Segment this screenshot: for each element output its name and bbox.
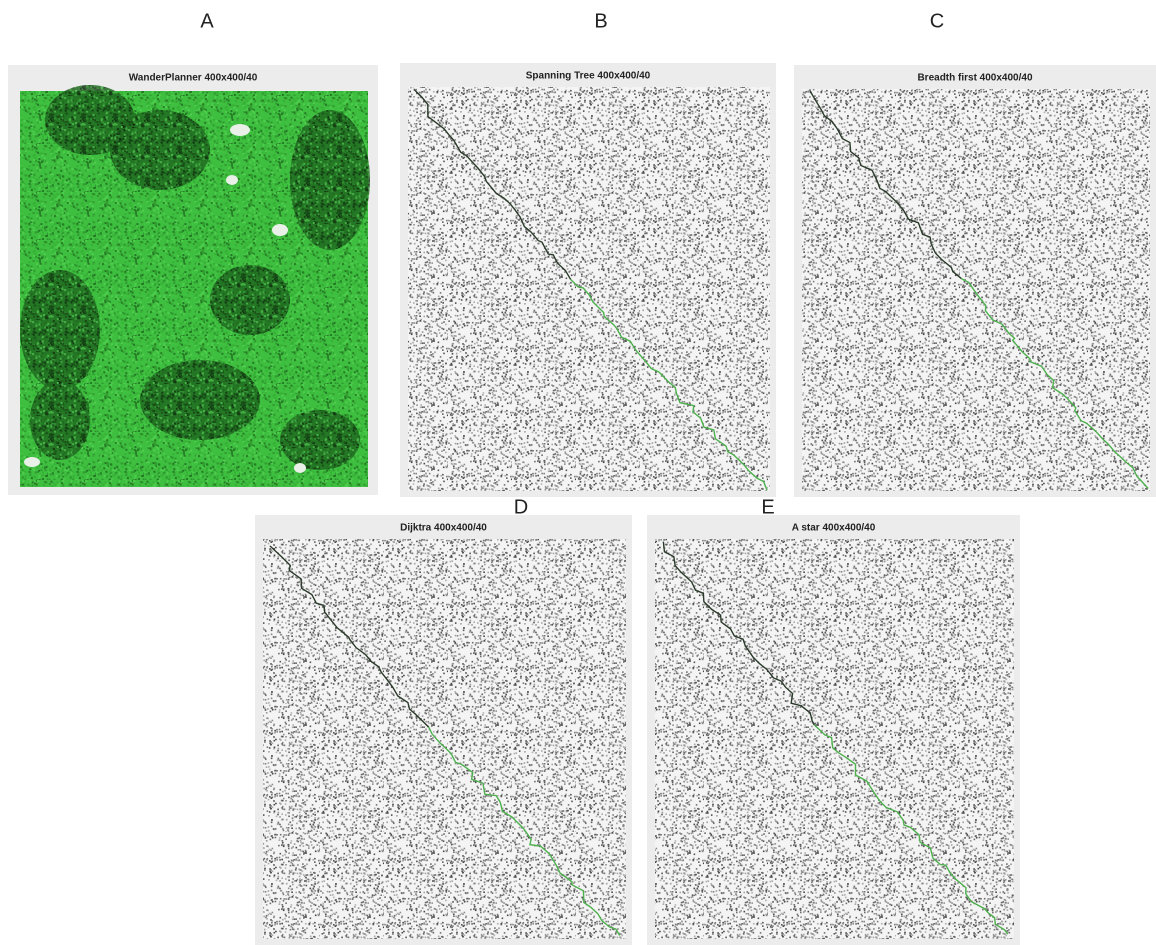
- map-image: [263, 539, 626, 939]
- clear-spot: [24, 457, 40, 467]
- panel: Spanning Tree 400x400/40: [400, 63, 776, 497]
- dense-area: [30, 380, 90, 460]
- panel: A star 400x400/40: [647, 515, 1020, 945]
- clear-spot: [294, 463, 306, 473]
- clear-spot: [226, 175, 238, 185]
- dense-area: [20, 270, 100, 390]
- window-title: A star 400x400/40: [792, 523, 876, 534]
- panel-letter: A: [200, 10, 214, 32]
- window-title: Spanning Tree 400x400/40: [526, 71, 651, 82]
- panel-letter: C: [930, 10, 944, 32]
- window-title: Breadth first 400x400/40: [917, 73, 1033, 84]
- panel-letter: B: [594, 10, 607, 32]
- panel: Breadth first 400x400/40: [794, 65, 1156, 497]
- window-title: WanderPlanner 400x400/40: [129, 73, 258, 84]
- dense-area: [210, 265, 290, 335]
- page: A WanderPlanner 400x400/40 B Spanning Tree …: [0, 0, 1156, 945]
- panel-letter: D: [514, 496, 528, 518]
- clear-spot: [230, 124, 250, 136]
- dense-area: [140, 360, 260, 440]
- panel: Dijktra 400x400/40: [255, 515, 632, 945]
- window-title: Dijktra 400x400/40: [400, 523, 487, 534]
- map-image: [408, 87, 770, 491]
- map-image: [655, 539, 1014, 939]
- dense-area: [280, 410, 360, 470]
- dense-area: [290, 110, 370, 250]
- clear-spot: [272, 224, 288, 236]
- dense-area: [45, 85, 135, 155]
- figure: A WanderPlanner 400x400/40 B Spanning Tree …: [0, 0, 1156, 945]
- map-image: [802, 89, 1150, 491]
- panel: WanderPlanner 400x400/40: [8, 65, 378, 495]
- panel-letter: E: [761, 496, 774, 518]
